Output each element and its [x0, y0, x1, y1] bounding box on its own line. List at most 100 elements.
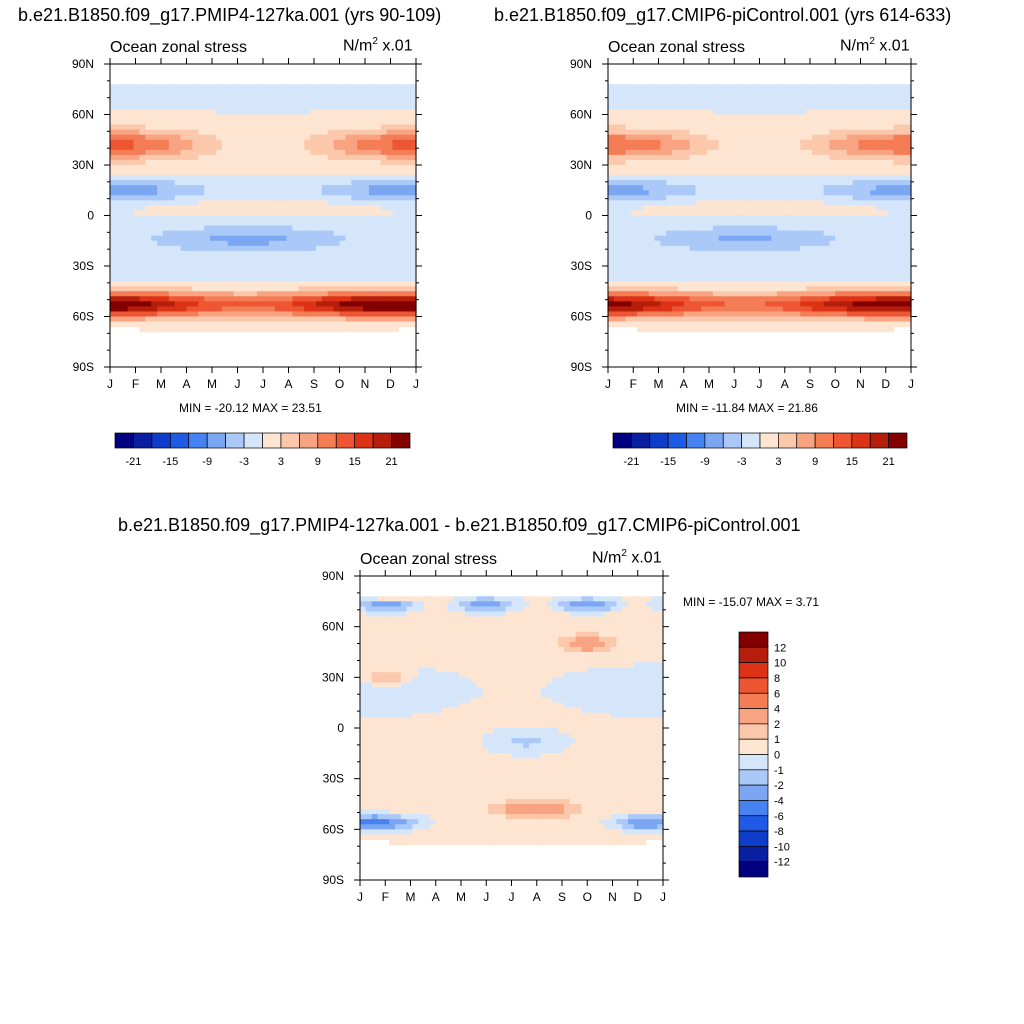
heatmap-cell: [286, 195, 294, 201]
heatmap-cell: [829, 271, 836, 277]
heatmap-cell: [712, 104, 720, 111]
heatmap-cell: [180, 326, 188, 333]
heatmap-cell: [145, 306, 152, 313]
heatmap-cell: [257, 139, 264, 146]
heatmap-cell: [162, 260, 170, 267]
heatmap-cell: [823, 170, 831, 176]
heatmap-cell: [145, 109, 152, 116]
heatmap-cell: [168, 195, 176, 201]
heatmap-cell: [374, 200, 382, 206]
heatmap-cell: [876, 84, 883, 90]
heatmap-cell: [263, 240, 270, 247]
heatmap-cell: [765, 200, 772, 206]
heatmap-cell: [110, 306, 117, 313]
heatmap-cell: [846, 210, 854, 217]
heatmap-cell: [386, 124, 394, 131]
heatmap-cell: [817, 159, 825, 166]
heatmap-cell: [180, 240, 188, 247]
heatmap-cell: [351, 200, 358, 206]
heatmap-cell: [280, 235, 288, 242]
heatmap-cell: [846, 240, 854, 247]
heatmap-cell: [683, 84, 691, 90]
heatmap-cell: [304, 291, 311, 297]
heatmap-cell: [642, 230, 650, 237]
heatmap-cell: [327, 321, 335, 328]
heatmap-cell: [321, 230, 329, 237]
heatmap-cell: [776, 89, 784, 95]
heatmap-cell: [198, 149, 205, 156]
heatmap-cell: [631, 109, 638, 116]
heatmap-cell: [227, 326, 235, 333]
heatmap-cell: [386, 271, 394, 277]
heatmap-cell: [736, 134, 743, 141]
heatmap-cell: [613, 225, 621, 232]
heatmap-cell: [398, 175, 405, 181]
heatmap-cell: [695, 175, 702, 181]
heatmap-cell: [672, 84, 679, 90]
heatmap-cell: [724, 149, 731, 156]
heatmap-cell: [392, 94, 399, 100]
heatmap-cell: [759, 230, 766, 237]
heatmap-cell: [654, 185, 662, 191]
heatmap-cell: [198, 165, 205, 171]
heatmap-cell: [841, 260, 848, 267]
heatmap-cell: [315, 185, 323, 191]
heatmap-cell: [186, 139, 193, 146]
heatmap-cell: [712, 119, 720, 126]
heatmap-cell: [753, 84, 761, 90]
heatmap-cell: [683, 180, 691, 186]
heatmap-cell: [870, 225, 877, 232]
heatmap-cell: [157, 159, 164, 166]
heatmap-cell: [133, 205, 141, 212]
heatmap-cell: [648, 235, 656, 242]
heatmap-cell: [398, 149, 405, 156]
heatmap-cell: [841, 154, 848, 161]
heatmap-cell: [829, 235, 836, 242]
heatmap-cell: [292, 159, 299, 166]
heatmap-cell: [133, 175, 141, 181]
heatmap-cell: [858, 225, 865, 232]
heatmap-cell: [876, 225, 883, 232]
heatmap-cell: [712, 291, 720, 297]
heatmap-cell: [870, 250, 877, 257]
heatmap-cell: [707, 240, 714, 247]
heatmap-cell: [642, 124, 650, 131]
heatmap-cell: [198, 215, 205, 222]
heatmap-cell: [351, 235, 358, 242]
heatmap-cell: [794, 99, 801, 105]
heatmap-cell: [157, 220, 164, 227]
heatmap-cell: [811, 250, 819, 257]
heatmap-cell: [339, 84, 346, 90]
heatmap-cell: [363, 89, 370, 95]
heatmap-cell: [730, 185, 737, 191]
heatmap-cell: [321, 245, 329, 252]
heatmap-cell: [392, 271, 399, 277]
heatmap-cell: [637, 185, 644, 191]
min-max-readout: MIN = -11.84 MAX = 21.86: [676, 401, 818, 415]
heatmap-cell: [186, 245, 193, 252]
heatmap-cell: [864, 276, 871, 282]
heatmap-cell: [631, 190, 638, 196]
heatmap-cell: [852, 286, 860, 292]
heatmap-cell: [637, 311, 644, 318]
heatmap-cell: [286, 114, 294, 121]
heatmap-cell: [788, 185, 796, 191]
heatmap-cell: [151, 205, 158, 212]
heatmap-cell: [695, 84, 702, 90]
heatmap-cell: [168, 149, 176, 156]
heatmap-cell: [374, 119, 382, 126]
heatmap-cell: [782, 195, 790, 201]
heatmap-cell: [115, 144, 123, 151]
heatmap-cell: [245, 84, 252, 90]
heatmap-cell: [718, 255, 726, 262]
heatmap-cell: [625, 170, 632, 176]
heatmap-cell: [823, 296, 831, 302]
heatmap-cell: [192, 250, 199, 257]
heatmap-cell: [753, 286, 761, 292]
heatmap-cell: [274, 144, 282, 151]
heatmap-cell: [870, 220, 877, 227]
heatmap-cell: [654, 89, 662, 95]
heatmap-cell: [864, 240, 871, 247]
heatmap-cell: [677, 311, 685, 318]
heatmap-cell: [139, 220, 146, 227]
